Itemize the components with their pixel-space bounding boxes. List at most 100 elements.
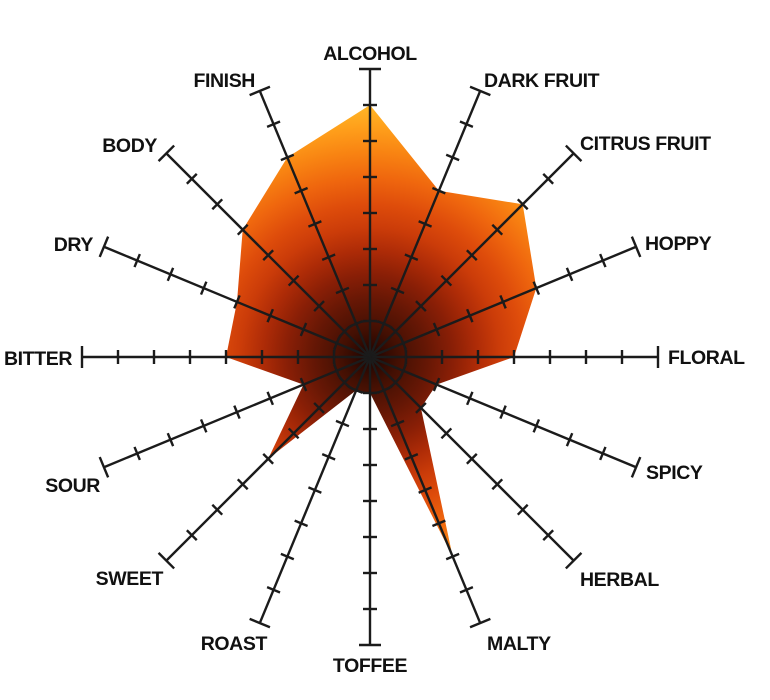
axis-end-cap [469, 85, 491, 97]
axis-label-bitter: BITTER [4, 348, 72, 370]
axis-tick [166, 267, 175, 282]
axis-tick [335, 286, 350, 295]
axis-tick [415, 402, 427, 414]
axis-label-malty: MALTY [487, 633, 551, 655]
axis-tick [236, 223, 249, 236]
axis-herbal [369, 356, 583, 570]
axis-tick [199, 418, 208, 433]
axis-tick [445, 552, 460, 561]
axis-tick [211, 198, 224, 211]
axis-label-hoppy: HOPPY [645, 233, 712, 255]
axis-tick [307, 220, 322, 228]
axis-tick [294, 519, 309, 528]
axis-tick [465, 308, 474, 323]
axis-label-dark-fruit: DARK FRUIT [484, 70, 600, 92]
axis-tick [133, 446, 141, 461]
axis-tick [262, 453, 274, 465]
axis-tick [466, 249, 478, 261]
axis-tick [299, 377, 308, 392]
axis-end-cap [249, 85, 271, 97]
axis-tick [294, 186, 309, 195]
axis-label-roast: ROAST [201, 633, 268, 655]
axis-end-cap [565, 144, 583, 162]
axis-tick [466, 453, 478, 465]
axis-label-sour: SOUR [45, 475, 100, 497]
axis-tick [404, 452, 419, 461]
axis-tick [335, 419, 350, 428]
axis-tick [299, 322, 308, 337]
axis-end-cap [157, 552, 175, 570]
axis-label-sweet: SWEET [96, 568, 164, 590]
axis-end-cap [630, 456, 642, 478]
axis-tick [186, 529, 198, 541]
axis-tick [415, 300, 427, 312]
axis-tick [532, 418, 541, 433]
axis-tick [166, 432, 175, 447]
axis-tick [133, 253, 141, 268]
axis-end-cap [98, 236, 110, 258]
axis-tick [491, 478, 504, 491]
axis-tick [233, 405, 241, 420]
axis-tick [599, 253, 607, 268]
axis-end-cap [249, 617, 271, 629]
axis-tick [459, 586, 474, 594]
axis-tick [565, 267, 574, 282]
axis-tick [565, 432, 574, 447]
axis-label-alcohol: ALCOHOL [323, 43, 417, 65]
axis-label-floral: FLORAL [668, 347, 745, 369]
axis-tick [280, 153, 295, 162]
axis-tick [262, 249, 274, 261]
axis-tick [186, 173, 198, 185]
axis-label-herbal: HERBAL [580, 569, 659, 591]
axis-label-spicy: SPICY [646, 462, 703, 484]
axis-tick [321, 452, 336, 461]
axis-sweet [157, 356, 371, 570]
axis-end-cap [157, 144, 175, 162]
axis-tick [431, 186, 446, 195]
axis-tick [516, 198, 529, 211]
axis-body [157, 144, 371, 358]
center-ring [333, 320, 407, 394]
axis-tick [542, 529, 554, 541]
axis-tick [307, 486, 322, 494]
axis-label-citrus-fruit: CITRUS FRUIT [580, 133, 711, 155]
axis-tick [440, 427, 453, 440]
axis-tick [211, 503, 224, 516]
axis-tick [321, 253, 336, 262]
axis-tick [266, 120, 281, 128]
axis-tick [491, 223, 504, 236]
axis-tick [432, 322, 441, 337]
axis-tick [313, 402, 325, 414]
axis-tick [233, 294, 241, 309]
axis-tick [432, 377, 441, 392]
axis-tick [404, 253, 419, 262]
axis-tick [431, 519, 446, 528]
axis-tick [459, 120, 474, 128]
axis-tick [499, 294, 507, 309]
axis-tick [390, 419, 405, 428]
axis-tick [499, 405, 507, 420]
axis-labels-layer: ALCOHOL DARK FRUIT CITRUS FRUIT HOPPY FLORAL… [4, 43, 746, 677]
axis-tick [236, 478, 249, 491]
axis-label-body: BODY [102, 135, 157, 157]
axis-tick [516, 503, 529, 516]
axis-end-cap [98, 456, 110, 478]
axis-tick [266, 391, 275, 406]
axis-tick [287, 427, 300, 440]
axis-tick [532, 281, 541, 296]
axis-tick [465, 391, 474, 406]
axis-tick [266, 586, 281, 594]
axis-spokes-layer [80, 67, 660, 647]
axis-label-toffee: TOFFEE [333, 655, 408, 677]
center-ring-layer [333, 320, 407, 394]
axis-tick [445, 153, 460, 162]
axis-tick [280, 552, 295, 561]
axis-end-cap [630, 236, 642, 258]
axis-tick [542, 173, 554, 185]
axis-tick [599, 446, 607, 461]
axis-label-finish: FINISH [193, 70, 255, 92]
axis-tick [418, 486, 433, 494]
axis-tick [313, 300, 325, 312]
